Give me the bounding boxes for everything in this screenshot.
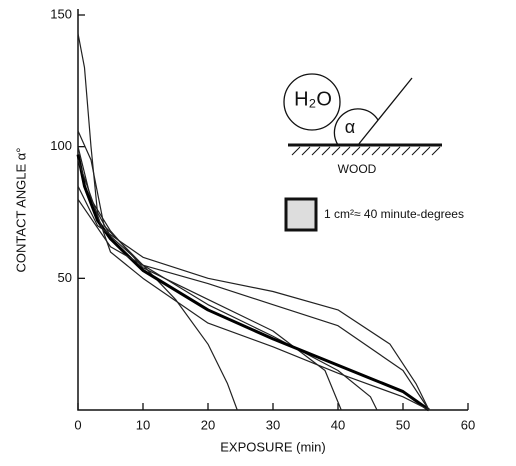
y-tick-label: 150 [50,6,72,21]
x-tick-label: 40 [331,417,345,432]
x-tick-label: 30 [266,417,280,432]
curve [77,159,430,411]
x-tick-label: 60 [461,417,475,432]
x-axis-label: EXPOSURE (min) [220,439,325,454]
x-tick-label: 0 [74,417,81,432]
curve [77,198,430,411]
contact-angle-diagram: H₂O α WOOD 1 cm²≈ 40 minute-degrees [283,73,464,232]
y-tick-label: 50 [58,270,72,285]
scale-box [284,197,318,232]
droplet [283,73,341,131]
tangent-line [357,77,413,146]
x-tick-label: 10 [136,417,150,432]
curve [76,154,430,412]
x-tick-label: 20 [201,417,215,432]
curve [77,185,430,411]
y-axis-label: CONTACT ANGLE α° [13,148,28,273]
scale-note: 1 cm²≈ 40 minute-degrees [324,207,464,221]
angle-arc [333,108,379,146]
surface-label: WOOD [338,162,377,176]
curve [77,130,378,411]
x-tick-label: 50 [396,417,410,432]
angle-label: α [345,117,355,137]
liquid-label: H₂O [294,88,332,110]
curve [77,33,238,411]
wood-hatch [291,146,441,156]
y-tick-label: 100 [50,138,72,153]
